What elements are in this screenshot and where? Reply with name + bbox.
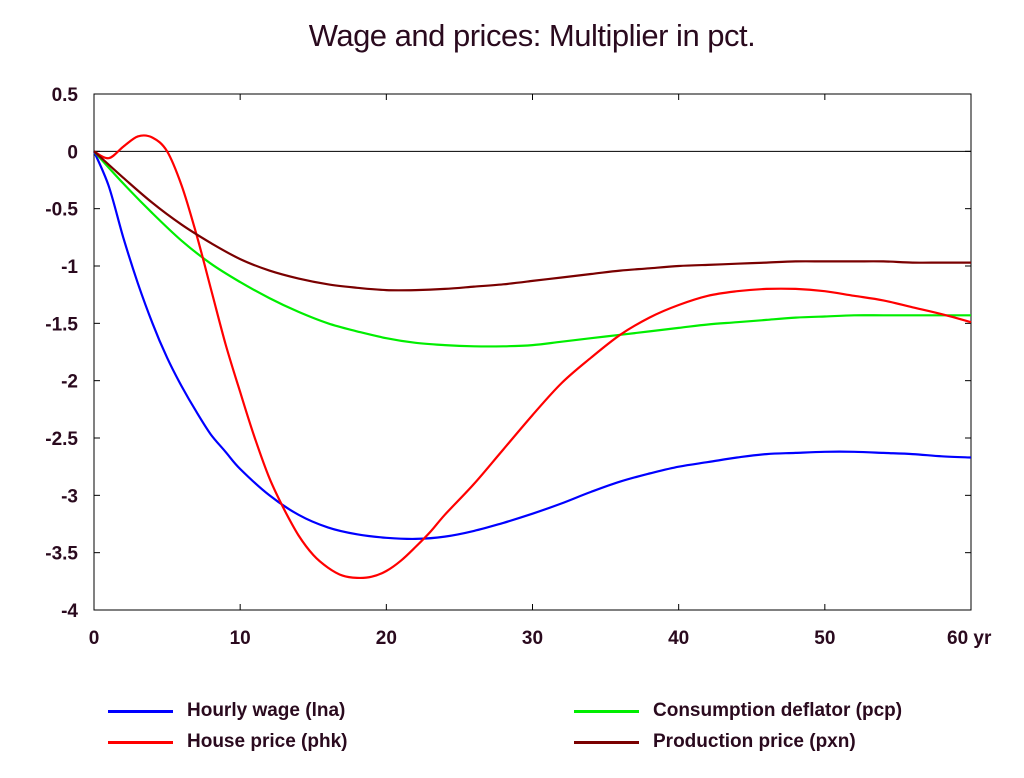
legend-item-production-price: Production price (pxn): [574, 731, 856, 753]
axes: [93, 93, 972, 611]
series-line-consumption-deflator: [93, 150, 971, 348]
y-tick-label: -4: [61, 601, 78, 622]
legend-item-hourly-wage: Hourly wage (lna): [108, 700, 345, 722]
y-tick-label: 0.5: [52, 85, 79, 106]
x-tick-label: 60 yr: [947, 628, 992, 649]
plot-frame: [93, 93, 972, 611]
y-tick-label: 0: [67, 142, 78, 163]
tick-labels: 0.5 0 -0.5 -1 -1.5 -2 -2.5 -3 -3.5 -4 0 10 20 30 40 50 6…: [45, 85, 992, 649]
series-line-house-price: [93, 134, 972, 580]
series-line-production-price: [93, 150, 971, 292]
chart-title: Wage and prices: Multiplier in pct.: [308, 18, 756, 53]
x-tick-label: 40: [668, 628, 689, 649]
x-tick-label: 10: [230, 628, 251, 649]
x-tick-label: 0: [89, 628, 100, 649]
y-tick-label: -1.5: [45, 314, 78, 335]
legend-item-consumption-deflator: Consumption deflator (pcp): [574, 700, 902, 722]
legend-swatch-production-price: [574, 740, 639, 744]
x-tick-label: 30: [522, 628, 543, 649]
y-tick-label: -3.5: [45, 544, 78, 565]
legend-swatch-hourly-wage: [108, 709, 173, 713]
series-lines: [92, 134, 972, 580]
y-tick-label: -3: [61, 486, 78, 507]
x-tick-label: 20: [376, 628, 397, 649]
y-tick-label: -2: [61, 372, 78, 393]
legend-label-house-price: House price (phk): [187, 731, 348, 752]
legend-swatch-consumption-deflator: [574, 709, 639, 713]
x-tick-label: 50: [814, 628, 835, 649]
legend-item-house-price: House price (phk): [108, 731, 347, 753]
y-tick-label: -2.5: [45, 429, 78, 450]
legend-label-consumption-deflator: Consumption deflator (pcp): [653, 700, 903, 721]
legend-label-production-price: Production price (pxn): [653, 731, 856, 752]
legend-label-hourly-wage: Hourly wage (lna): [187, 700, 346, 721]
legend-swatch-house-price: [108, 740, 173, 744]
y-tick-label: -1: [61, 257, 78, 278]
y-tick-label: -0.5: [45, 200, 78, 221]
series-line-hourly-wage: [92, 150, 972, 541]
